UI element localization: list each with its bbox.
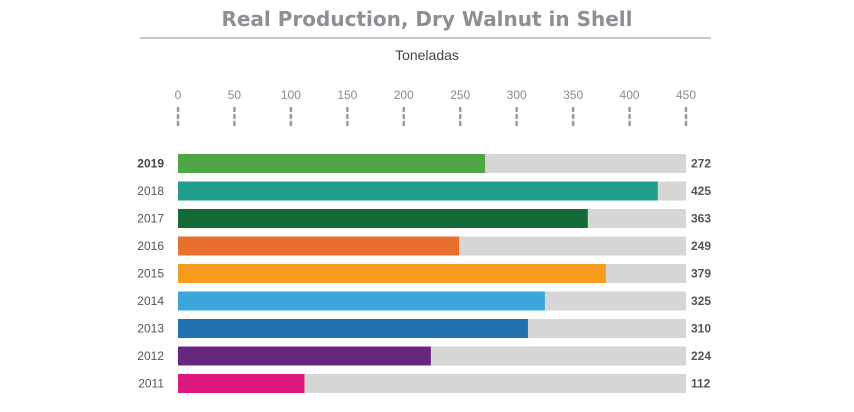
bar <box>178 209 588 228</box>
category-label: 2014 <box>137 294 164 308</box>
bar <box>178 264 606 283</box>
value-label: 379 <box>691 267 711 281</box>
category-label: 2015 <box>137 267 164 281</box>
x-tick-label: 200 <box>394 88 414 102</box>
bar <box>178 181 658 201</box>
value-label: 272 <box>691 157 711 171</box>
bar <box>178 319 528 338</box>
value-label: 363 <box>691 212 711 226</box>
value-label: 249 <box>691 239 711 253</box>
x-axis: 0 50 100 150 200 250 300 350 400 450 <box>175 88 696 130</box>
value-label: 425 <box>691 184 711 198</box>
x-tick-label: 450 <box>676 88 696 102</box>
bar <box>178 374 305 393</box>
x-tick-label: 50 <box>228 88 242 102</box>
bars: 2019 272 2018 425 2017 363 2016 249 2015 379 2014 3… <box>137 154 711 393</box>
category-label: 2011 <box>138 377 164 391</box>
category-label: 2019 <box>137 157 164 171</box>
x-tick-label: 0 <box>175 88 182 102</box>
chart-title: Real Production, Dry Walnut in Shell <box>221 7 632 31</box>
category-label: 2018 <box>137 184 164 198</box>
value-label: 224 <box>691 349 711 363</box>
bar <box>178 346 431 366</box>
x-tick-label: 100 <box>281 88 301 102</box>
x-tick-label: 400 <box>620 88 640 102</box>
x-tick-label: 250 <box>450 88 470 102</box>
x-tick-label: 350 <box>563 88 583 102</box>
value-label: 112 <box>691 377 711 391</box>
value-label: 325 <box>691 294 711 308</box>
category-label: 2013 <box>137 322 164 336</box>
bar <box>178 236 460 256</box>
category-label: 2017 <box>137 212 164 226</box>
axis-unit-label: Toneladas <box>395 47 459 63</box>
x-tick-label: 150 <box>337 88 357 102</box>
x-tick-label: 300 <box>507 88 527 102</box>
bar-track <box>178 374 686 393</box>
bar <box>178 291 545 311</box>
category-label: 2012 <box>137 349 164 363</box>
value-label: 310 <box>691 322 711 336</box>
bar <box>178 154 486 173</box>
category-label: 2016 <box>137 239 164 253</box>
